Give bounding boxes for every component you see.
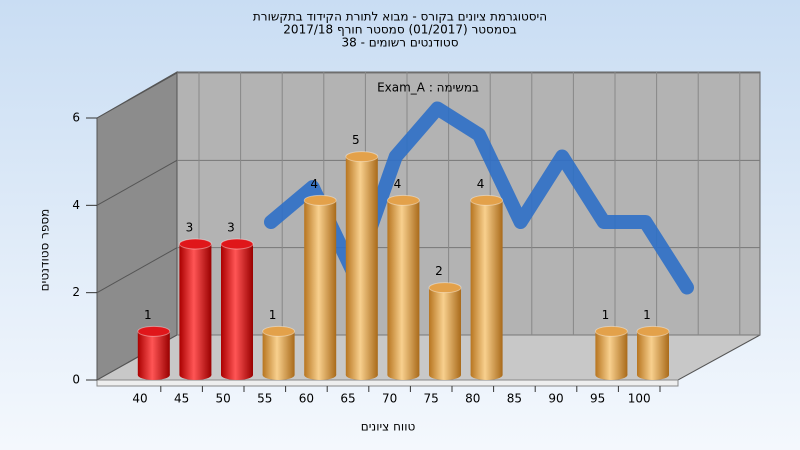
back-wall (176, 71, 761, 336)
bar-top (262, 325, 296, 337)
bar-bottom (179, 370, 212, 380)
y-axis-label: מספר סטודנטים (38, 209, 52, 292)
x-tick-label: 95 (590, 392, 605, 406)
value-label: 1 (643, 308, 651, 322)
title-line: בסמסטר (01/2017) סמסטר חורף 2017/18 (283, 23, 516, 37)
bar-bottom (221, 370, 253, 380)
y-tick-label: 2 (72, 285, 80, 299)
bar-bottom (137, 370, 170, 380)
bar-bottom (429, 370, 461, 380)
x-tick-label: 40 (132, 392, 147, 406)
value-label: 1 (144, 308, 152, 322)
bar-bottom (262, 370, 295, 380)
curve-line (264, 101, 694, 295)
bar (179, 244, 212, 375)
bar (262, 331, 295, 375)
bar (221, 244, 253, 375)
value-label: 3 (186, 221, 194, 235)
bar-top (470, 194, 504, 206)
value-label: 5 (352, 133, 360, 147)
bar-top (386, 194, 420, 206)
grid-line (96, 159, 178, 206)
bar (470, 200, 503, 375)
bar (429, 287, 461, 375)
bar-bottom (304, 370, 337, 380)
value-label: 4 (310, 177, 318, 191)
x-tick-label: 55 (257, 392, 272, 406)
value-label: 2 (435, 264, 443, 278)
bar (637, 331, 669, 375)
bar-top (636, 325, 670, 337)
bar-top (220, 238, 254, 250)
title-line: סטודנטים רשומים - 38 (341, 36, 458, 50)
x-tick-label: 60 (299, 392, 314, 406)
x-tick-label: 85 (507, 392, 522, 406)
labels: 0 2 4 6 40 1 45 3 50 3 55 1 60 4 65 5 70 4 75 2 80 4 85 90 95 1 10… (72, 111, 661, 406)
value-label: 4 (394, 177, 402, 191)
x-tick-label: 75 (424, 392, 439, 406)
bar (137, 331, 170, 375)
value-label: 3 (227, 221, 235, 235)
y-tick-label: 4 (72, 198, 80, 212)
bar (345, 156, 378, 375)
value-label: 4 (477, 177, 485, 191)
x-tick-label: 70 (382, 392, 397, 406)
bar (595, 331, 628, 375)
bar (387, 200, 420, 375)
bar (304, 200, 337, 375)
bar-top (428, 282, 462, 294)
subtitle: Exam_A : במשימה (377, 81, 479, 95)
y-tick-label: 6 (72, 111, 80, 125)
y-tick-label: 0 (72, 373, 80, 387)
bar-bottom (637, 370, 669, 380)
bar-top (137, 325, 171, 337)
grid-line (96, 72, 178, 119)
bar-bottom (470, 370, 503, 380)
bar-top (594, 325, 628, 337)
grid-line (96, 247, 178, 294)
bar-bottom (595, 370, 628, 380)
axis-base (96, 379, 679, 387)
bar-top (178, 238, 212, 250)
value-label: 1 (269, 308, 277, 322)
x-axis-label: טווח ציונים (361, 420, 416, 434)
curve (264, 101, 694, 295)
x-tick-label: 65 (340, 392, 355, 406)
value-label: 1 (602, 308, 610, 322)
bar-bottom (345, 370, 378, 380)
bars (137, 151, 670, 380)
x-tick-label: 90 (548, 392, 563, 406)
x-tick-label: 100 (628, 392, 651, 406)
title-line: היסטוגרמת ציונים בקורס - מבוא לתורת הקיד… (253, 10, 547, 24)
bar-top (303, 194, 337, 206)
x-tick-label: 45 (174, 392, 189, 406)
bar-bottom (387, 370, 420, 380)
x-tick-label: 80 (465, 392, 480, 406)
x-tick-label: 50 (216, 392, 231, 406)
bar-top (345, 151, 379, 163)
